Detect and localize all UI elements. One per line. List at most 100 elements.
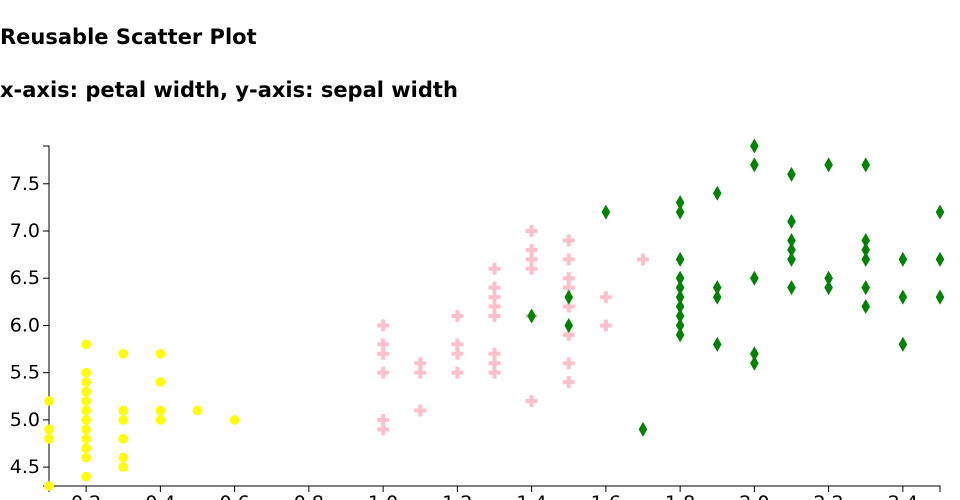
data-point [675, 195, 685, 211]
data-point [451, 310, 464, 322]
data-point [861, 157, 871, 173]
data-point [81, 443, 91, 454]
data-point [488, 262, 501, 275]
data-point [488, 291, 501, 304]
data-point [675, 270, 685, 286]
data-point [118, 348, 129, 359]
data-point [861, 251, 871, 267]
data-point [787, 214, 796, 230]
data-point [562, 272, 575, 285]
data-point [488, 281, 501, 294]
data-point [861, 299, 871, 315]
data-point [81, 405, 91, 416]
x-tick-label: 0.4 [145, 492, 175, 500]
data-point [675, 251, 685, 267]
data-point [564, 317, 574, 333]
data-point [377, 338, 390, 351]
data-point [488, 357, 501, 370]
x-tick-label: 2.0 [739, 492, 769, 500]
x-tick-label: 2.4 [888, 492, 918, 500]
data-point [935, 204, 945, 220]
data-point [44, 481, 54, 491]
data-point [118, 433, 129, 444]
data-point [451, 366, 464, 379]
data-point [377, 366, 390, 379]
data-point [898, 251, 908, 267]
data-point [750, 346, 759, 362]
x-tick-label: 0.6 [220, 492, 250, 500]
data-point [155, 415, 166, 425]
data-point [750, 157, 759, 173]
x-tick-label: 0.8 [294, 492, 324, 500]
data-point [44, 433, 54, 444]
chart-subtitle: x-axis: petal width, y-axis: sepal width [0, 78, 458, 102]
y-tick-label: 5.5 [10, 362, 40, 384]
data-point [562, 376, 575, 389]
data-point [81, 415, 91, 425]
data-point [377, 413, 390, 426]
data-point [675, 204, 685, 220]
data-point [229, 415, 240, 425]
data-point [525, 225, 538, 237]
data-point [81, 339, 91, 350]
series-2 [377, 225, 649, 436]
data-point [562, 281, 575, 294]
data-point [675, 289, 685, 305]
x-tick-label: 1.0 [368, 492, 398, 500]
data-points [44, 138, 945, 491]
data-point [824, 280, 833, 296]
data-point [601, 204, 611, 220]
data-point [44, 396, 54, 406]
data-point [712, 336, 722, 352]
data-point [787, 166, 796, 182]
data-point [861, 242, 871, 258]
y-tick-label: 6.0 [10, 314, 40, 336]
y-tick-label: 6.5 [10, 267, 40, 289]
data-point [81, 377, 91, 387]
data-point [562, 234, 575, 247]
data-point [675, 299, 685, 315]
data-point [675, 317, 685, 333]
data-point [787, 280, 796, 296]
data-point [637, 253, 649, 266]
data-point [488, 310, 501, 322]
data-point [861, 280, 871, 296]
y-tick-label: 7.5 [10, 173, 40, 195]
data-point [638, 421, 648, 437]
data-point [935, 289, 945, 305]
data-point [488, 366, 501, 379]
data-point [750, 355, 759, 371]
data-point [824, 157, 833, 173]
data-point [750, 270, 759, 286]
data-point [935, 251, 945, 267]
data-point [562, 328, 575, 341]
data-point [562, 300, 575, 313]
data-point [824, 270, 833, 286]
data-point [118, 452, 129, 463]
data-point [599, 319, 612, 332]
data-point [898, 336, 908, 352]
data-point [562, 357, 575, 370]
data-point [118, 462, 129, 472]
data-point [861, 232, 871, 248]
data-point [675, 327, 685, 343]
data-point [81, 471, 91, 482]
data-point [488, 300, 501, 313]
data-point [562, 253, 575, 266]
series-1 [44, 339, 240, 491]
data-point [712, 280, 722, 296]
data-point [377, 319, 390, 332]
data-point [155, 405, 166, 416]
data-point [712, 185, 722, 201]
data-point [675, 308, 685, 324]
data-point [377, 347, 390, 360]
data-point [525, 253, 538, 266]
x-tick-label: 1.8 [665, 492, 695, 500]
data-point [155, 348, 166, 359]
x-tick-label: 2.2 [814, 492, 844, 500]
data-point [44, 424, 54, 435]
data-point [118, 415, 129, 425]
data-point [787, 251, 796, 267]
x-tick-label: 1.2 [442, 492, 472, 500]
